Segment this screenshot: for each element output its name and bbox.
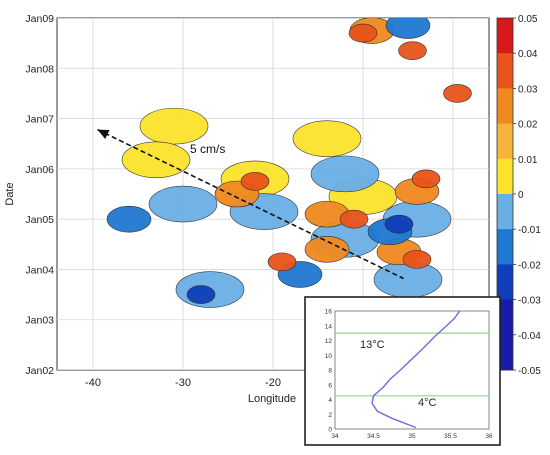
colorbar-tick-label: 0 [518,190,524,201]
propagation-line [97,128,404,280]
colorbar-tick-label: 0.01 [518,155,538,166]
x-tick-label: -20 [265,377,281,389]
inset-x-tick-label: 35.5 [444,433,457,440]
y-axis-label: Date [4,182,16,205]
contour-blob [310,155,380,193]
inset-y-tick-label: 0 [328,427,332,434]
inset-panel: 0 2 4 6 8 10 12 14 16 34 34.5 35 35.5 36 13°C 4°C [304,296,501,446]
colorbar-tick-label: -0.02 [518,260,541,271]
colorbar-segment [497,123,513,160]
y-tick-label: Jan06 [25,164,54,176]
inset-x-tick-label: 35 [408,433,416,440]
inset-y-tick-label: 10 [325,353,333,360]
inset-x-tick-label: 36 [485,433,493,440]
colorbar-segment [497,299,513,336]
colorbar-tick-label: -0.05 [518,366,541,377]
y-tick-label: Jan03 [25,315,54,327]
propagation-arrow-icon [97,129,110,139]
contour-blob [348,23,378,43]
x-tick-label: -30 [175,377,191,389]
y-tick-label: Jan08 [25,63,54,75]
y-tick-label: Jan02 [25,365,54,377]
colorbar-segment [497,18,513,54]
y-tick-label: Jan07 [25,114,54,126]
colorbar-segment [497,88,513,125]
contour-blob [384,214,414,234]
contour-blob [267,252,297,272]
inset-x-tick-label: 34.5 [367,433,380,440]
colorbar-segment [497,194,513,230]
x-axis-label: Longitude [248,393,296,405]
contour-blob [106,205,152,233]
colorbar-tick-label: 0.05 [518,14,538,25]
contour-blob [240,172,270,191]
inset-y-tick-label: 2 [328,412,332,419]
x-tick-label: -40 [85,377,101,389]
contour-blob [385,18,431,39]
inset-y-tick-label: 12 [325,338,333,345]
colorbar-tick-label: 0.02 [518,120,538,131]
contour-blob [373,261,443,298]
contour-field [106,18,472,308]
axis-ticks: -40-30-20-100Jan02Jan03Jan04Jan05Jan06Ja… [25,13,456,389]
contour-blob [398,41,427,60]
contour-blob [339,209,369,229]
colorbar-segment [497,229,513,265]
inset-profile-line [371,311,461,429]
speed-annotation: 5 cm/s [190,142,225,156]
inset-y-tick-label: 8 [328,368,332,375]
contour-blob [121,141,191,179]
contour-blob [148,185,218,223]
y-tick-label: Jan05 [25,214,54,226]
colorbar: 0.05 0.04 0.03 0.02 0.01 0 -0.01 -0.02 -0.03 -0.0… [496,14,541,377]
colorbar-tick-label: -0.04 [518,331,541,342]
colorbar-tick-label: 0.03 [518,84,538,95]
colorbar-segment [497,334,513,371]
inset-x-tick-label: 34 [331,433,339,440]
contour-blob [304,236,350,263]
colorbar-segment [497,158,513,195]
contour-blob [402,250,432,269]
contour-blob [411,169,441,189]
inset-y-tick-label: 6 [328,382,332,389]
y-tick-label: Jan04 [25,264,54,276]
inset-y-tick-label: 4 [328,397,332,404]
colorbar-segment [497,53,513,89]
colorbar-tick-label: 0.04 [518,49,538,60]
contour-blob [292,120,362,157]
contour-blob [443,84,472,103]
inset-y-tick-label: 14 [325,323,333,330]
colorbar-tick-label: -0.03 [518,296,541,307]
contour-blob [139,107,209,145]
y-tick-label: Jan09 [25,13,54,25]
contour-blob [186,285,216,304]
inset-label-13c: 13°C [360,339,385,351]
inset-label-4c: 4°C [418,397,437,409]
colorbar-segment [497,264,513,301]
inset-y-tick-label: 16 [325,309,333,316]
colorbar-tick-label: -0.01 [518,225,541,236]
